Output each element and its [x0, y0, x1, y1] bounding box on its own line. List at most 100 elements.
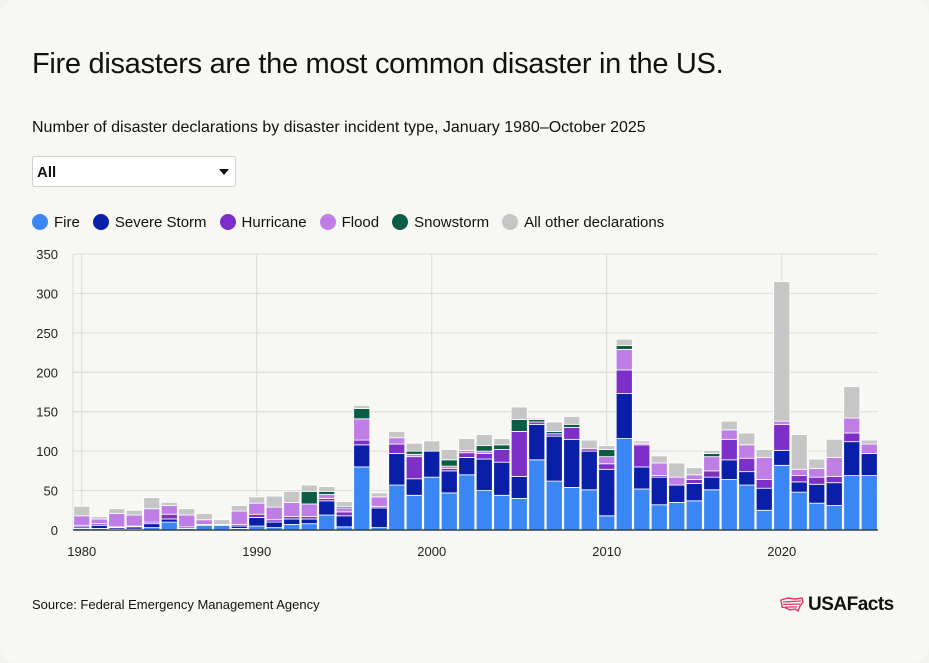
bar-segment [598, 515, 616, 531]
bar-segment [370, 492, 388, 498]
bar-segment [248, 502, 266, 515]
bar-segment [440, 470, 458, 494]
bar-segment [423, 450, 441, 478]
bar-segment [860, 453, 878, 476]
logo-text: USAFacts [808, 594, 894, 615]
bar-segment [300, 518, 318, 525]
bar-segment [563, 427, 581, 440]
bar-segment [650, 476, 668, 506]
bar-segment [143, 508, 161, 523]
bar-segment [388, 453, 406, 486]
bar-segment [825, 505, 843, 531]
bar-segment [440, 459, 458, 467]
bar-segment [370, 507, 388, 529]
bar-segment [580, 489, 598, 531]
bar-segment [685, 483, 703, 502]
bar-segment [790, 468, 808, 476]
bar-segment [563, 423, 581, 428]
bar-segment [493, 449, 511, 463]
x-tick-label: 2000 [417, 544, 446, 559]
bar-segment [475, 458, 493, 491]
bar-segment [353, 466, 371, 531]
bar-segment [790, 475, 808, 483]
bar-segment [265, 506, 283, 521]
y-tick-label: 150 [36, 405, 58, 420]
bar-segment [318, 494, 336, 499]
dropdown-selected-value: All [37, 164, 57, 181]
bar-segment [685, 467, 703, 476]
bar-segment [405, 450, 423, 455]
bar-segment [160, 513, 178, 520]
legend-item-hurricane[interactable]: Hurricane [219, 214, 307, 231]
bar-segment [388, 443, 406, 454]
bar-segment [545, 421, 563, 432]
bar-segment [475, 453, 493, 460]
bar-segment [598, 463, 616, 470]
bar-segment [493, 444, 511, 450]
bar-segment [843, 475, 861, 531]
bar-segment [685, 479, 703, 484]
bar-segment [213, 519, 231, 525]
bar-segment [755, 457, 773, 480]
legend-item-flood[interactable]: Flood [319, 214, 379, 231]
legend-item-fire[interactable]: Fire [32, 214, 80, 231]
bar-segment [388, 484, 406, 531]
bar-segment [73, 505, 91, 517]
legend-item-severe-storm[interactable]: Severe Storm [92, 214, 207, 231]
bar-segment [650, 455, 668, 464]
bar-segment [300, 503, 318, 517]
bar-segment [510, 475, 528, 499]
bar-segment [405, 456, 423, 480]
bar-segment [195, 519, 213, 525]
bar-segment [248, 516, 266, 527]
bar-segment [703, 476, 721, 491]
bar-segment [860, 443, 878, 454]
bar-segment [668, 501, 686, 531]
bar-segment [720, 429, 738, 440]
bar-segment [790, 434, 808, 470]
y-tick-label: 100 [36, 444, 58, 459]
bar-segment [475, 434, 493, 447]
bar-segment [458, 457, 476, 476]
bar-segment [615, 393, 633, 439]
bar-segment [738, 457, 756, 473]
bar-segment [300, 484, 318, 492]
bar-segment [160, 518, 178, 523]
bar-segment [598, 449, 616, 458]
bar-segment [125, 509, 143, 516]
legend-label: All other declarations [524, 213, 665, 231]
bar-segment [773, 423, 791, 451]
bar-segment [353, 408, 371, 420]
bar-segment [195, 513, 213, 521]
usafacts-logo[interactable]: USAFacts [780, 594, 894, 616]
bar-segment [178, 514, 196, 528]
bar-segment [808, 458, 826, 469]
bar-segment [440, 492, 458, 531]
bar-segment [703, 456, 721, 472]
bar-segment [738, 484, 756, 531]
bar-segment [458, 438, 476, 451]
legend-swatch [392, 214, 409, 230]
bar-segment [143, 523, 161, 529]
bar-segment [738, 471, 756, 486]
bar-segment [300, 523, 318, 531]
bar-segment [615, 349, 633, 371]
x-tick-label: 2010 [592, 544, 621, 559]
y-tick-label: 200 [36, 365, 58, 380]
bar-segment [773, 420, 791, 425]
bar-segment [685, 500, 703, 531]
legend-item-snowstorm[interactable]: Snowstorm [392, 214, 489, 231]
bar-segment [283, 524, 301, 531]
bar-segment [755, 487, 773, 511]
bar-segment [668, 476, 686, 486]
bar-segment [598, 468, 616, 517]
bar-segment [808, 502, 826, 531]
incident-type-dropdown[interactable]: All [32, 156, 236, 187]
bar-segment [738, 432, 756, 446]
bar-segment [405, 442, 423, 452]
bar-segment [843, 441, 861, 476]
legend-item-all-other[interactable]: All other declarations [502, 214, 664, 231]
legend-swatch [502, 214, 519, 230]
bar-segment [720, 438, 738, 461]
